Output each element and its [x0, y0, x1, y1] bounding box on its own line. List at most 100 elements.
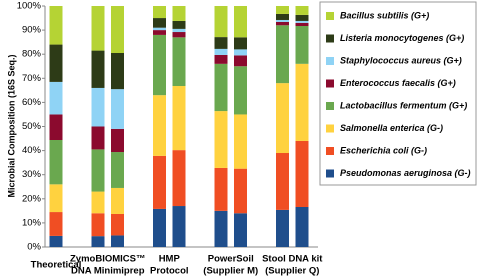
bar-segment — [49, 235, 63, 247]
bar-segment — [111, 89, 124, 129]
bar-segment — [234, 49, 247, 56]
legend-label: Escherichia coli (G-) — [340, 145, 427, 155]
legend-label: Enterococcus faecalis (G+) — [340, 78, 456, 88]
y-tick-label: 50% — [22, 121, 42, 132]
bar-segment — [295, 140, 309, 207]
bar-segment — [295, 206, 309, 247]
bar-segment — [111, 187, 124, 214]
bar-segment — [153, 30, 166, 35]
bar-segment — [172, 150, 186, 207]
x-tick-label: (Supplier M) — [203, 266, 258, 277]
y-axis-title: Microbial Composition (16S Seq.) — [6, 54, 16, 197]
x-tick-label: Protocol — [150, 266, 189, 277]
bar-segment — [214, 167, 228, 211]
bar-segment — [49, 81, 63, 115]
bar-segment — [276, 25, 289, 84]
y-tick-label: 0% — [27, 242, 41, 253]
bar-segment — [276, 13, 289, 20]
bar-segment — [214, 6, 228, 38]
bar-segment — [49, 139, 63, 185]
legend-swatch — [326, 57, 334, 65]
bar-segment — [153, 27, 166, 31]
bar-segment — [295, 14, 309, 21]
legend-swatch — [326, 34, 334, 43]
bar-segment — [172, 37, 186, 87]
bar-segment — [214, 210, 228, 247]
bar-segment — [295, 22, 309, 27]
y-tick-label: 90% — [22, 25, 42, 36]
x-tick-label: HMP — [159, 254, 181, 265]
bar-segment — [111, 213, 124, 236]
bar-segment — [214, 48, 228, 55]
legend-box — [319, 1, 477, 186]
x-tick-label: DNA Minimiprep — [71, 266, 145, 277]
bar-segment — [276, 19, 289, 22]
bar-segment — [276, 6, 289, 14]
legend-swatch — [326, 79, 334, 88]
y-tick-label: 100% — [17, 1, 42, 12]
bar-segment — [295, 26, 309, 64]
legend-label: Listeria monocytogenes (G+) — [340, 33, 464, 43]
bar-segment — [49, 6, 63, 45]
bar-segment — [153, 34, 166, 96]
bar-segment — [111, 52, 124, 90]
bar-segment — [91, 50, 105, 88]
bar-segment — [111, 6, 124, 53]
bar-segment — [153, 155, 166, 209]
legend-swatch — [326, 102, 334, 110]
legend-swatch — [326, 147, 334, 155]
bar-segment — [172, 206, 186, 247]
bar-segment — [172, 20, 186, 29]
bar-segment — [276, 83, 289, 154]
bar-segment — [91, 149, 105, 192]
bar-segment — [295, 20, 309, 23]
bar-segment — [234, 168, 247, 214]
bar-segment — [49, 44, 63, 82]
x-tick-label: ZymoBIOMICS™ — [70, 254, 145, 265]
bar-segment — [214, 37, 228, 49]
bar-segment — [234, 6, 247, 38]
bar-segment — [91, 236, 105, 247]
bar-segment — [172, 6, 186, 21]
bar-segment — [153, 208, 166, 247]
bar-segment — [276, 21, 289, 26]
y-tick-label: 40% — [22, 145, 42, 156]
bar-segment — [111, 128, 124, 153]
bar-segment — [214, 54, 228, 64]
legend-swatch — [326, 169, 334, 178]
x-tick-label: Theoretical — [31, 260, 82, 271]
bar-segment — [276, 209, 289, 247]
bar-segment — [234, 55, 247, 67]
legend-swatch — [326, 124, 334, 133]
y-tick-label: 30% — [22, 169, 42, 180]
x-tick-label: Stool DNA kit — [262, 254, 323, 265]
bar-segment — [295, 6, 309, 15]
bar-segment — [214, 111, 228, 168]
x-tick-label: (Supplier Q) — [265, 266, 319, 277]
y-tick-label: 10% — [22, 217, 42, 228]
bar-segment — [91, 87, 105, 127]
bar-segment — [234, 114, 247, 169]
bar-segment — [234, 66, 247, 115]
legend-label: Pseudomonas aeruginosa (G-) — [340, 168, 471, 178]
bar-segment — [153, 18, 166, 28]
bar-segment — [276, 153, 289, 210]
legend-label: Lactobacillus fermentum (G+) — [340, 100, 467, 110]
bar-segment — [295, 63, 309, 141]
bar-segment — [49, 114, 63, 140]
bar-segment — [91, 191, 105, 214]
y-tick-label: 80% — [22, 49, 42, 60]
legend-label: Bacillus subtilis (G+) — [340, 10, 429, 20]
bar-segment — [91, 6, 105, 51]
bar-segment — [153, 95, 166, 156]
y-tick-label: 20% — [22, 193, 42, 204]
bar-segment — [91, 126, 105, 150]
bar-segment — [111, 152, 124, 188]
bar-segment — [49, 212, 63, 236]
bar-segment — [234, 37, 247, 50]
legend-label: Salmonella enterica (G-) — [340, 123, 443, 133]
bar-segment — [91, 213, 105, 237]
bar-segment — [172, 32, 186, 38]
legend-swatch — [326, 12, 334, 20]
